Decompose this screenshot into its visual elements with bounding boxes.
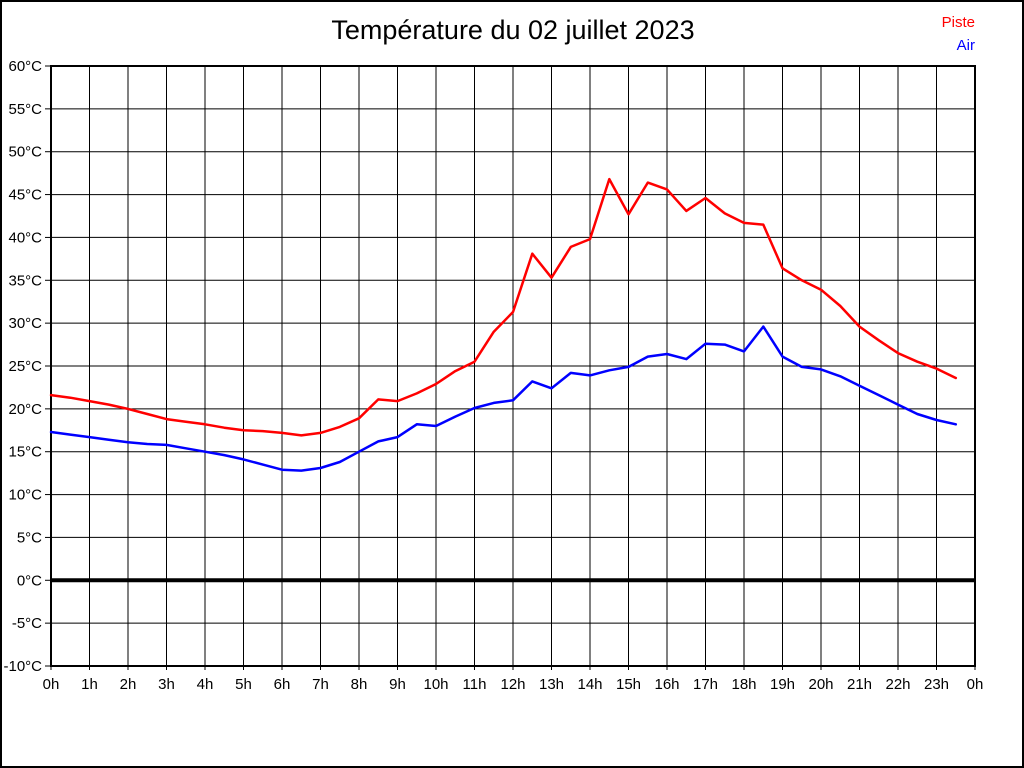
x-tick-label: 21h [847, 676, 872, 693]
y-tick-label: 10°C [8, 487, 42, 504]
x-tick-label: 18h [731, 676, 756, 693]
y-tick-label: 5°C [17, 529, 42, 546]
y-tick-label: 15°C [8, 444, 42, 461]
y-tick-label: 55°C [8, 101, 42, 118]
y-tick-label: 45°C [8, 187, 42, 204]
y-tick-label: -5°C [12, 615, 42, 632]
legend-item-piste: Piste [941, 14, 975, 31]
chart-title: Température du 02 juillet 2023 [331, 15, 695, 45]
x-tick-label: 17h [693, 676, 718, 693]
x-tick-label: 10h [423, 676, 448, 693]
x-tick-label: 9h [389, 676, 406, 693]
y-tick-label: 35°C [8, 272, 42, 289]
y-tick-label: 50°C [8, 144, 42, 161]
x-tick-label: 13h [539, 676, 564, 693]
x-tick-label: 11h [463, 676, 487, 693]
y-tick-label: 40°C [8, 229, 42, 246]
x-tick-label: 0h [43, 676, 60, 693]
series-line-piste [49, 177, 958, 437]
x-tick-label: 0h [967, 676, 984, 693]
y-tick-label: 25°C [8, 358, 42, 375]
x-tick-label: 5h [235, 676, 252, 693]
legend: Piste Air [51, 11, 975, 57]
x-tick-label: 8h [351, 676, 368, 693]
y-tick-label: 30°C [8, 315, 42, 332]
x-tick-label: 23h [924, 676, 949, 693]
x-tick-label: 16h [654, 676, 679, 693]
y-tick-label: -10°C [3, 658, 42, 675]
x-tick-label: 1h [81, 676, 98, 693]
legend-item-air: Air [956, 37, 975, 54]
x-tick-label: 15h [616, 676, 641, 693]
y-tick-label: 60°C [8, 58, 42, 75]
x-tick-label: 12h [500, 676, 525, 693]
x-tick-label: 6h [274, 676, 291, 693]
series-line-air [49, 325, 958, 472]
x-tick-label: 4h [197, 676, 214, 693]
x-tick-label: 22h [885, 676, 910, 693]
y-tick-label: 20°C [8, 401, 42, 418]
y-tick-label: 0°C [17, 572, 42, 589]
x-tick-label: 3h [158, 676, 175, 693]
x-tick-label: 2h [120, 676, 137, 693]
x-tick-label: 7h [312, 676, 329, 693]
x-tick-label: 19h [770, 676, 795, 693]
x-tick-label: 14h [577, 676, 602, 693]
x-tick-label: 20h [808, 676, 833, 693]
